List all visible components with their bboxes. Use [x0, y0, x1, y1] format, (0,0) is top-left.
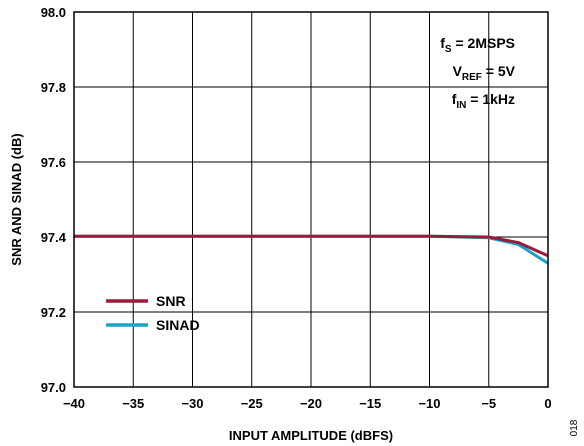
series-line-snr — [74, 234, 549, 258]
y-tick-label: 98.0 — [41, 5, 66, 20]
condition-line: VREF = 5V — [453, 63, 516, 83]
conditions-annotation: fS = 2MSPS VREF = 5V fIN = 1kHz — [440, 35, 515, 111]
legend-label-sinad: SINAD — [156, 317, 200, 333]
x-tick-label: −5 — [481, 396, 496, 411]
x-tick-label: 0 — [544, 396, 551, 411]
y-tick-label: 97.4 — [41, 230, 67, 245]
x-tick-label: −15 — [359, 396, 381, 411]
tick-labels: −40 −35 −30 −25 −20 −15 −10 −5 0 98.0 97.8 97.6 97.4… — [41, 5, 552, 411]
legend: SNR SINAD — [106, 293, 200, 333]
figure-id: 018 — [569, 419, 580, 436]
x-tick-label: −35 — [122, 396, 144, 411]
y-tick-label: 97.6 — [41, 155, 66, 170]
y-tick-label: 97.2 — [41, 305, 66, 320]
plot-frame — [73, 11, 549, 388]
x-tick-label: −30 — [181, 396, 203, 411]
y-tick-label: 97.0 — [41, 380, 66, 395]
legend-label-snr: SNR — [156, 293, 186, 309]
x-axis-title: INPUT AMPLITUDE (dBFS) — [229, 428, 393, 443]
x-tick-label: −10 — [418, 396, 440, 411]
grid — [74, 12, 548, 387]
condition-line: fIN = 1kHz — [452, 91, 515, 111]
y-axis-title: SNR AND SINAD (dB) — [9, 133, 24, 265]
y-tick-label: 97.8 — [41, 80, 66, 95]
series-lines — [74, 234, 549, 265]
condition-line: fS = 2MSPS — [440, 35, 515, 55]
x-tick-label: −25 — [241, 396, 263, 411]
x-tick-label: −40 — [63, 396, 85, 411]
x-tick-label: −20 — [300, 396, 322, 411]
